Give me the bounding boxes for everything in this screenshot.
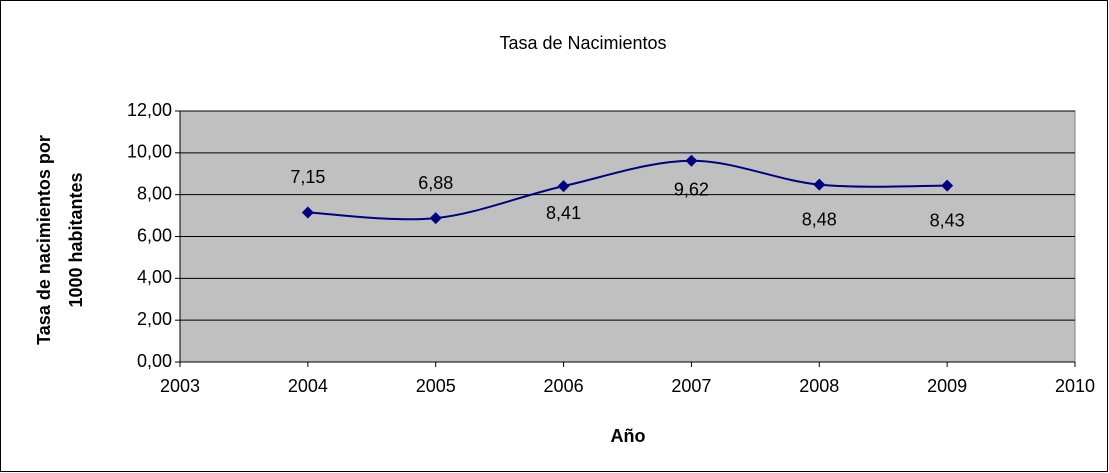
y-tick-label: 2,00 [137, 309, 172, 329]
y-tick-label: 8,00 [137, 183, 172, 203]
data-label: 7,15 [290, 167, 325, 187]
x-tick-label: 2003 [160, 376, 200, 396]
x-tick-label: 2004 [288, 376, 328, 396]
y-tick-label: 10,00 [127, 142, 172, 162]
x-tick-label: 2008 [799, 376, 839, 396]
y-tick-label: 6,00 [137, 225, 172, 245]
x-tick-label: 2009 [927, 376, 967, 396]
chart-title: Tasa de Nacimientos [499, 33, 666, 53]
data-point [301, 206, 314, 219]
data-label: 6,88 [418, 173, 453, 193]
data-label: 8,43 [930, 210, 965, 230]
x-tick-label: 2010 [1055, 376, 1095, 396]
y-tick-label: 4,00 [137, 267, 172, 287]
series-line [307, 159, 948, 221]
data-point [941, 179, 954, 192]
x-tick-label: 2007 [671, 376, 711, 396]
y-axis-title-line: 1000 habitantes [66, 172, 86, 307]
data-point [429, 212, 442, 225]
y-tick-label: 0,00 [137, 351, 172, 371]
x-axis-title: Año [611, 426, 646, 446]
y-axis-title: Tasa de nacimientos por 1000 habitantes [34, 135, 86, 345]
y-tick-label: 12,00 [127, 100, 172, 120]
data-point [685, 154, 698, 167]
y-axis-title-line: Tasa de nacimientos por [34, 135, 54, 345]
x-tick-label: 2006 [544, 376, 584, 396]
data-point [813, 178, 826, 191]
data-point [557, 180, 570, 193]
data-label: 8,41 [546, 203, 581, 223]
data-label: 8,48 [802, 209, 837, 229]
x-tick-label: 2005 [416, 376, 456, 396]
data-label: 9,62 [674, 180, 709, 200]
